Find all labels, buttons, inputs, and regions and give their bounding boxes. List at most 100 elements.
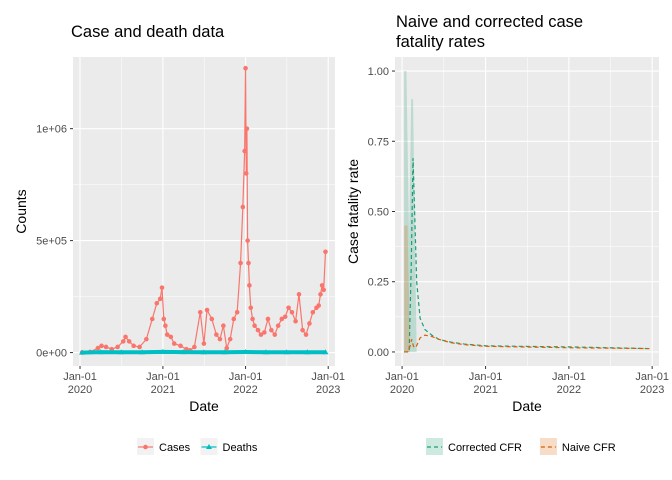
series-cases-point — [214, 332, 219, 337]
series-cases-point — [243, 65, 248, 71]
series-cases-point — [231, 316, 237, 322]
series-deaths-point — [139, 349, 146, 355]
chart-title: Case and death data — [71, 23, 225, 41]
legend-label: Deaths — [223, 442, 258, 454]
series-cases-point — [265, 316, 271, 322]
series-cases-point — [103, 344, 109, 350]
series-cases-point — [323, 249, 328, 255]
series-cases-point — [99, 343, 104, 349]
series-deaths-point — [262, 349, 269, 355]
series-cases-point — [279, 316, 285, 322]
legend-item: Deaths — [200, 438, 258, 455]
legend: Cases Deaths — [137, 438, 258, 455]
series-cases-point — [209, 316, 215, 322]
series-cases-point — [321, 287, 326, 293]
y-tick-label: 0.50 — [368, 207, 389, 219]
y-tick-label: 0.00 — [368, 347, 389, 359]
y-tick-label: 0.25 — [368, 277, 389, 289]
legend-item: Cases — [137, 438, 191, 455]
y-tick-label: 0.75 — [368, 136, 389, 148]
series-cases-point — [238, 260, 243, 266]
series-deaths-point — [304, 349, 311, 355]
series-cases-point — [227, 336, 233, 342]
series-cases-point — [244, 126, 250, 131]
series-cases-point — [245, 238, 250, 243]
series-cases-point — [171, 341, 177, 346]
y-axis-title: Counts — [13, 189, 29, 233]
series-deaths-point — [221, 349, 228, 355]
series-cases-point — [242, 148, 247, 154]
series-cases-point — [144, 336, 149, 342]
series-cases-point — [275, 323, 281, 328]
series-cases-point — [307, 321, 312, 326]
x-tick-label: Jan-01 2020 — [385, 371, 419, 396]
x-axis-title: Date — [512, 398, 542, 414]
x-tick-label: Jan-01 2021 — [146, 371, 180, 396]
series-cases-point — [258, 332, 264, 337]
legend-key-point — [206, 444, 212, 449]
series-cases-point — [217, 336, 223, 342]
series-cases-point — [224, 345, 230, 351]
series-cases-point — [120, 339, 126, 344]
series-cases-point — [149, 316, 155, 322]
legend-label: Corrected CFR — [448, 442, 522, 454]
y-tick-label: 1.00 — [368, 66, 389, 78]
series-cases-point — [272, 332, 278, 337]
series-deaths-point — [283, 349, 290, 355]
x-tick-label: Jan-01 2023 — [635, 371, 669, 396]
legend-label: Cases — [159, 442, 191, 454]
series-cases-point — [157, 296, 163, 302]
chart-panel-1: Case and death data 0e+00 5e+05 1e+06 Jan-01… — [13, 23, 345, 455]
series-cases-point — [201, 341, 207, 346]
plot-area — [79, 65, 329, 355]
series-cases-point — [164, 332, 170, 337]
series-cases-point — [137, 344, 142, 350]
series-cases-point — [246, 260, 251, 266]
series-cases-point — [248, 305, 254, 311]
series-cases-point — [243, 171, 249, 176]
series-cases-point — [115, 344, 120, 350]
series-deaths-point — [159, 348, 166, 354]
plot-area — [404, 71, 650, 353]
x-tick-label: Jan-01 2020 — [63, 371, 97, 396]
legend-label: Naive CFR — [562, 442, 616, 454]
series-deaths-point — [118, 349, 125, 355]
series-cases-point — [204, 307, 210, 313]
series-cases-point — [197, 309, 203, 315]
y-tick-label: 1e+06 — [36, 124, 67, 136]
x-axis-title: Date — [189, 398, 219, 414]
series-cases-point — [303, 332, 309, 337]
series-deaths-point — [322, 349, 329, 355]
legend-key-point — [143, 444, 148, 450]
series-cases-point — [163, 323, 168, 328]
x-tick-label: Jan-01 2022 — [229, 371, 263, 396]
series-cases-point — [123, 334, 128, 340]
legend-item: Corrected CFR — [426, 438, 522, 455]
y-tick-label: 0e+00 — [36, 348, 67, 360]
series-cases-point — [289, 309, 295, 315]
series-cases-point — [126, 339, 132, 344]
series-cases-point — [168, 334, 174, 340]
series-deaths-point — [97, 349, 104, 355]
series-cases-point — [300, 327, 305, 333]
series-cases-point — [221, 323, 226, 328]
series-cases-point — [310, 309, 316, 315]
series-deaths-point — [180, 349, 187, 355]
series-cases-point — [318, 292, 323, 297]
x-tick-label: Jan-01 2022 — [552, 371, 586, 396]
chart-panel-2: Naive and corrected case fatality rates 0.… — [345, 13, 669, 455]
chart-title: Naive and corrected case fatality rates — [396, 13, 583, 51]
series-cases-point — [316, 303, 321, 308]
series-cases-point — [95, 345, 101, 351]
series-cases-point — [282, 314, 288, 320]
series-cases-point — [178, 343, 183, 349]
series-cases-point — [296, 292, 302, 297]
x-tick-label: Jan-01 2021 — [469, 371, 503, 396]
series-naive-line — [404, 334, 650, 353]
series-deaths-point — [79, 349, 86, 355]
series-cases-point — [250, 316, 255, 322]
series-cases-point — [286, 305, 291, 311]
series-cases-point — [252, 323, 257, 328]
series-cases-point — [161, 316, 167, 322]
series-cases-point — [255, 327, 261, 333]
